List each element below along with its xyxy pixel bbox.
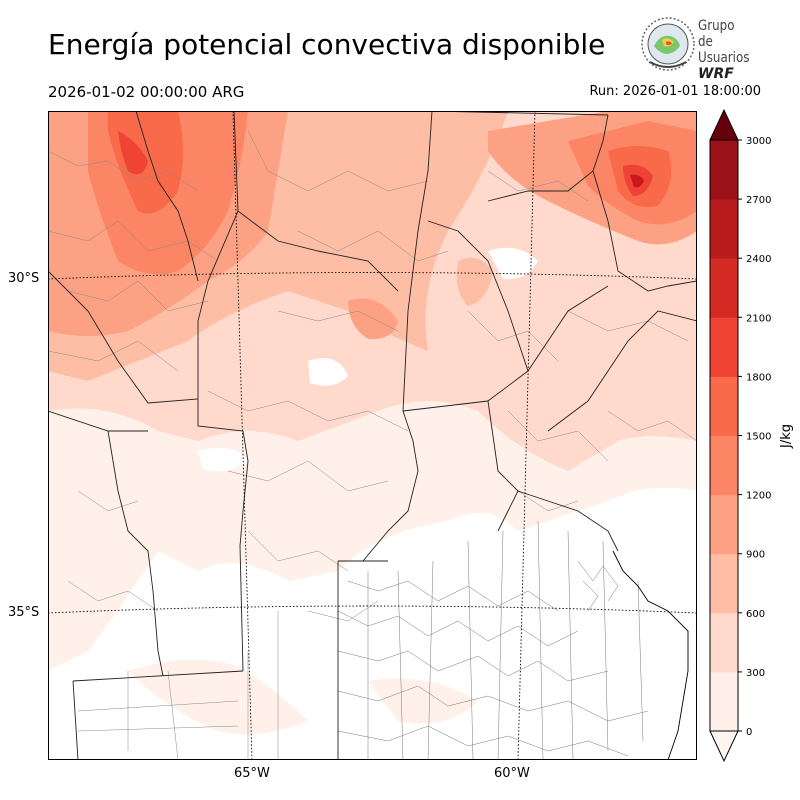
- graticule: [48, 111, 697, 760]
- colorbar-segment: [710, 317, 738, 377]
- logo-line-1: Grupo de: [698, 18, 735, 50]
- globe-seal-icon: [641, 17, 695, 71]
- colorbar-tick-label: 3000: [746, 136, 771, 147]
- colorbar-segment: [710, 612, 738, 673]
- cape-map: [48, 111, 697, 760]
- colorbar-segment: [710, 258, 738, 318]
- lat-label-30s: 30°S: [8, 271, 40, 286]
- department-borders: [48, 130, 697, 760]
- colorbar-extend-max: [709, 108, 739, 141]
- colorbar-segment: [710, 435, 738, 496]
- colorbar-segment: [710, 199, 738, 259]
- lat-label-35s: 35°S: [8, 605, 40, 620]
- colorbar-segment: [710, 376, 738, 436]
- colorbar: 0 300 600 900 1200 1500 1800 2100 2400 2700 3000 J…: [709, 108, 794, 763]
- colorbar-tick-label: 900: [746, 550, 765, 561]
- colorbar-tick-label: 0: [746, 727, 752, 738]
- colorbar-tick-label: 2700: [746, 195, 771, 206]
- lon-label-60w: 60°W: [494, 766, 530, 781]
- colorbar-tick-label: 2400: [746, 254, 771, 265]
- colorbar-segments: [710, 140, 738, 732]
- page-title: Energía potencial convectiva disponible: [48, 28, 606, 61]
- colorbar-tick-label: 600: [746, 609, 765, 620]
- colorbar-ticks: 0 300 600 900 1200 1500 1800 2100 2400 2700 3000: [738, 136, 771, 738]
- colorbar-segment: [710, 494, 738, 555]
- colorbar-segment: [710, 671, 738, 732]
- colorbar-segment: [710, 140, 738, 200]
- cape-field: [48, 111, 697, 760]
- colorbar-tick-label: 2100: [746, 313, 771, 324]
- coastline: [612, 550, 689, 760]
- valid-time: 2026-01-02 00:00:00 ARG: [48, 83, 245, 101]
- colorbar-tick-label: 1800: [746, 372, 771, 383]
- colorbar-segment: [710, 553, 738, 614]
- province-borders: [48, 111, 697, 760]
- colorbar-extend-min: [709, 730, 739, 763]
- colorbar-label: J/kg: [779, 424, 794, 449]
- logo-line-3: WRF: [698, 66, 734, 82]
- colorbar-tick-label: 300: [746, 668, 765, 679]
- run-time: Run: 2026-01-01 18:00:00: [589, 84, 761, 99]
- colorbar-tick-label: 1200: [746, 491, 771, 502]
- logo: Grupo de Usuarios WRF: [640, 16, 760, 82]
- buenos-aires-partidos: [337, 520, 649, 760]
- colorbar-tick-label: 1500: [746, 432, 771, 443]
- lon-label-65w: 65°W: [234, 766, 270, 781]
- logo-line-2: Usuarios: [698, 50, 750, 66]
- map-frame: [48, 111, 697, 760]
